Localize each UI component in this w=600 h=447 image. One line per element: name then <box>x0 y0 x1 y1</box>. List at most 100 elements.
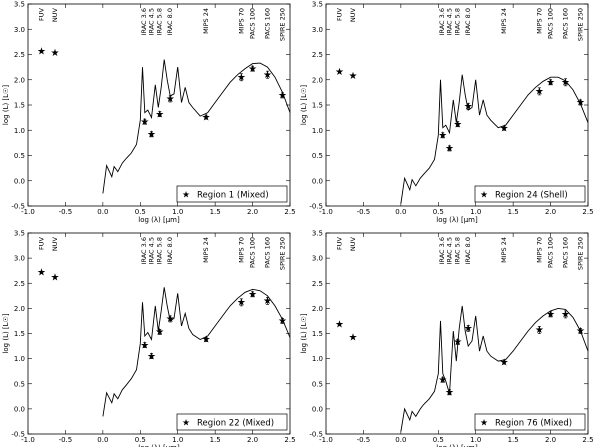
observation-point: ★ <box>500 123 509 134</box>
x-tick-label: 1.0 <box>470 436 481 444</box>
observation-point: ★ <box>155 109 164 120</box>
y-axis-label: log (L) [L☉] <box>300 85 308 125</box>
y-tick-label: 3.5 <box>312 230 323 238</box>
x-tick-label: 2.5 <box>284 436 295 444</box>
band-label: MIPS 24 <box>500 237 508 263</box>
x-tick-label: 0.0 <box>395 436 406 444</box>
x-axis-label: log (λ) [μm] <box>138 444 180 447</box>
x-tick-label: -0.5 <box>59 208 73 216</box>
y-tick-label: 0.0 <box>312 177 323 185</box>
legend-box <box>176 185 288 203</box>
observation-point: ★ <box>438 131 447 142</box>
x-tick-label: -1.0 <box>319 208 333 216</box>
x-tick-label: 1.5 <box>210 436 221 444</box>
observation-point: ★ <box>140 340 149 351</box>
y-tick-label: 0.0 <box>14 405 25 413</box>
observation-point: ★ <box>335 320 344 331</box>
observation-point: ★ <box>464 324 473 335</box>
band-label: IRAC 8.0 <box>464 8 472 35</box>
y-tick-label: 1.5 <box>312 330 323 338</box>
observation-point: ★ <box>37 47 46 58</box>
legend-marker: ★ <box>182 191 190 201</box>
panel-3: -1.0 -0.5 0.0 0.5 1.0 1.5 2.0 2.5-0.50.00.51.01… <box>2 230 296 447</box>
y-tick-label: 3.0 <box>14 26 25 34</box>
x-tick-label: 0.0 <box>395 208 406 216</box>
band-label: IRAC 3.6 <box>438 8 446 35</box>
band-label: PACS 160 <box>264 8 272 39</box>
x-tick-label: 0.0 <box>97 208 108 216</box>
observation-point: ★ <box>202 112 211 123</box>
y-tick-label: 1.5 <box>14 330 25 338</box>
y-tick-label: 2.5 <box>312 280 323 288</box>
band-label: IRAC 3.6 <box>140 8 148 35</box>
x-tick-label: 0.5 <box>433 436 444 444</box>
legend-box <box>474 185 586 203</box>
observation-point: ★ <box>464 102 473 113</box>
band-label: IRAC 8.0 <box>166 237 174 264</box>
y-tick-label: -0.5 <box>11 431 25 439</box>
panel-4: -1.0 -0.5 0.0 0.5 1.0 1.5 2.0 2.5-0.50.00.51.01… <box>300 230 594 447</box>
band-label: PACS 160 <box>562 8 570 39</box>
y-tick-label: 2.5 <box>14 51 25 59</box>
model-sed-line <box>102 287 291 417</box>
band-label: IRAC 8.0 <box>464 237 472 264</box>
legend-box <box>474 413 586 431</box>
observation-point: ★ <box>248 290 257 301</box>
observation-point: ★ <box>576 326 585 337</box>
x-tick-label: 2.0 <box>247 436 258 444</box>
x-tick-label: -0.5 <box>357 436 371 444</box>
band-label: SPIRE 250 <box>279 237 287 270</box>
x-tick-label: 1.5 <box>508 436 519 444</box>
observation-point: ★ <box>37 267 46 278</box>
x-axis-label: log (λ) [μm] <box>138 216 180 224</box>
band-label: NUV <box>51 236 59 251</box>
y-tick-label: 0.0 <box>14 177 25 185</box>
x-tick-label: -0.5 <box>357 208 371 216</box>
band-label: PACS 100 <box>547 237 555 268</box>
observation-point: ★ <box>546 77 555 88</box>
band-label: MIPS 24 <box>500 8 508 34</box>
observation-point: ★ <box>263 70 272 81</box>
observation-point: ★ <box>278 91 287 102</box>
observation-point: ★ <box>535 87 544 98</box>
observation-point: ★ <box>335 67 344 78</box>
x-tick-label: 0.5 <box>135 208 146 216</box>
observation-point: ★ <box>453 337 462 348</box>
panel-2: -1.0 -0.5 0.0 0.5 1.0 1.5 2.0 2.5-0.50.00.51.01… <box>300 1 594 225</box>
band-label: IRAC 4.5 <box>446 237 454 264</box>
band-label: PACS 160 <box>264 237 272 268</box>
band-label: SPIRE 250 <box>577 237 585 270</box>
legend-label: Region 1 (Mixed) <box>197 191 269 201</box>
band-label: IRAC 5.8 <box>156 8 164 35</box>
y-tick-label: -0.5 <box>11 203 25 211</box>
y-tick-label: 2.5 <box>312 51 323 59</box>
x-tick-label: 0.0 <box>97 436 108 444</box>
legend-label: Region 24 (Shell) <box>495 191 568 201</box>
model-sed-line <box>102 59 291 194</box>
observation-point: ★ <box>50 48 59 59</box>
x-tick-label: 0.5 <box>135 436 146 444</box>
observation-point: ★ <box>248 64 257 75</box>
observation-point: ★ <box>50 272 59 283</box>
band-label: FUV <box>37 236 45 249</box>
x-tick-label: 1.0 <box>470 208 481 216</box>
y-tick-label: 1.5 <box>14 102 25 110</box>
observation-point: ★ <box>348 71 357 82</box>
legend-label: Region 76 (Mixed) <box>495 419 572 429</box>
observation-point: ★ <box>202 335 211 346</box>
x-tick-label: 2.5 <box>582 208 593 216</box>
band-label: FUV <box>37 7 45 20</box>
band-label: MIPS 24 <box>202 8 210 34</box>
y-tick-label: 2.0 <box>14 305 25 313</box>
observation-point: ★ <box>576 98 585 109</box>
observation-point: ★ <box>140 117 149 128</box>
y-tick-label: 2.0 <box>312 305 323 313</box>
band-label: FUV <box>335 7 343 20</box>
band-label: NUV <box>51 7 59 22</box>
band-label: IRAC 5.8 <box>454 8 462 35</box>
x-tick-label: -1.0 <box>319 436 333 444</box>
model-sed-line <box>400 74 589 204</box>
band-label: MIPS 70 <box>535 237 543 263</box>
observation-point: ★ <box>147 129 156 140</box>
band-label: PACS 100 <box>547 8 555 39</box>
